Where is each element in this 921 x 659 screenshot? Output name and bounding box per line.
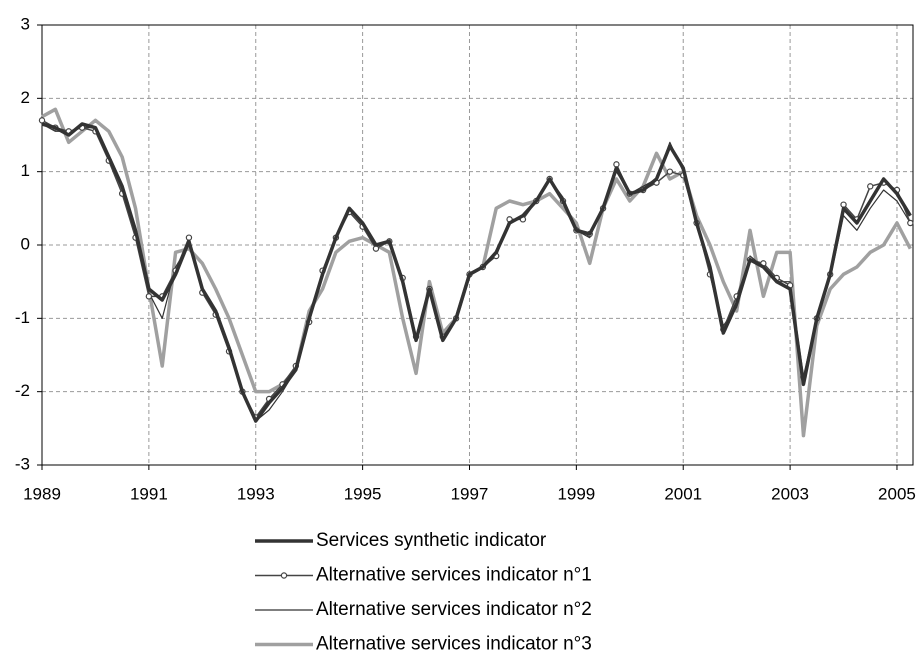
point (145, 293, 153, 300)
point (867, 183, 874, 190)
legend-marker (280, 572, 288, 579)
legend-label: Alternative services indicator n°3 (316, 634, 592, 655)
point (666, 168, 674, 175)
series-line (41, 122, 912, 423)
legend-label: Alternative services indicator n°2 (316, 599, 592, 620)
point (613, 161, 620, 168)
y-tick-label: 3 (21, 14, 30, 33)
x-tick-label: 1993 (237, 484, 275, 503)
y-tick-label: -3 (15, 454, 30, 473)
x-tick-label: 1999 (557, 484, 595, 503)
y-tick-label: 1 (21, 161, 30, 180)
point (38, 117, 46, 124)
x-tick-label: 1997 (451, 484, 489, 503)
point (372, 245, 380, 252)
legend-label: Alternative services indicator n°1 (316, 565, 592, 586)
legend-label: Services synthetic indicator (316, 530, 547, 551)
x-tick-label: 2001 (664, 484, 702, 503)
x-tick-label: 2005 (878, 484, 916, 503)
x-tick-label: 1991 (130, 484, 168, 503)
x-tick-label: 1989 (23, 484, 61, 503)
plot-frame (41, 24, 914, 466)
y-tick-label: 2 (21, 88, 30, 107)
x-tick-label: 2003 (771, 484, 809, 503)
point (907, 219, 914, 227)
y-tick-label: 0 (21, 234, 30, 253)
y-tick-label: -1 (15, 308, 30, 327)
y-tick-label: -2 (15, 381, 30, 400)
x-tick-label: 1995 (344, 484, 382, 503)
point (185, 234, 193, 241)
point (840, 201, 847, 208)
